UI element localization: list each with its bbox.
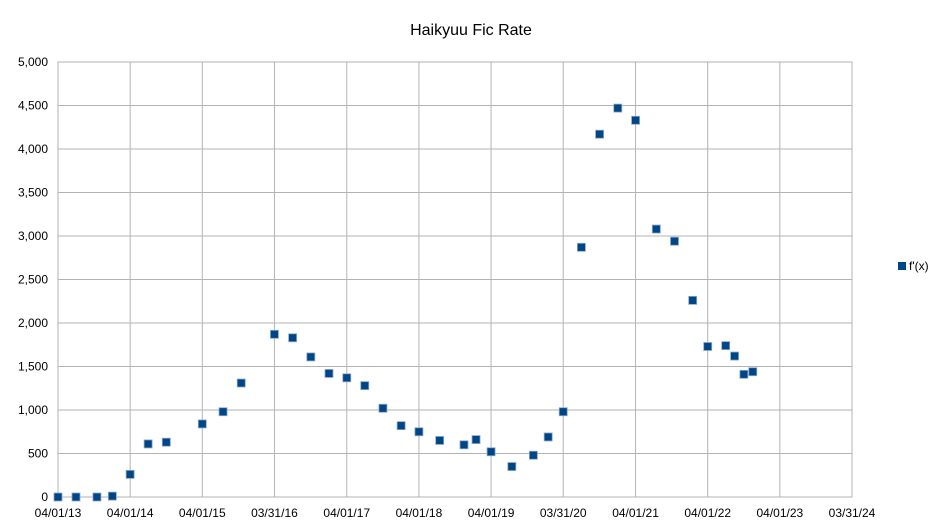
data-point bbox=[270, 329, 279, 339]
x-axis-tick-labels: 04/01/13 04/01/14 04/01/15 03/31/16 04/01/17… bbox=[35, 506, 876, 520]
legend-label: f'(x) bbox=[909, 259, 929, 273]
x-tick-label: 04/01/14 bbox=[107, 506, 154, 520]
chart-title: Haikyuu Fic Rate bbox=[410, 22, 532, 39]
y-tick-label: 1,500 bbox=[18, 360, 48, 374]
y-tick-label: 1,000 bbox=[18, 403, 48, 417]
data-point bbox=[670, 236, 679, 246]
y-axis-tick-labels: 0 500 1,000 1,500 2,000 2,500 3,000 3,500 4,000 4… bbox=[18, 55, 48, 504]
x-tick-label: 04/01/13 bbox=[35, 506, 82, 520]
data-point bbox=[595, 129, 604, 139]
x-tick-label: 04/01/19 bbox=[468, 506, 515, 520]
data-point bbox=[507, 462, 517, 471]
x-tick-label: 03/31/24 bbox=[829, 506, 876, 520]
data-point bbox=[236, 378, 246, 388]
data-point bbox=[71, 492, 81, 502]
data-point bbox=[161, 437, 171, 447]
x-tick-label: 04/01/22 bbox=[684, 506, 731, 520]
y-tick-label: 0 bbox=[41, 490, 48, 504]
x-tick-label: 03/31/20 bbox=[540, 506, 587, 520]
data-point bbox=[324, 369, 334, 378]
data-point bbox=[721, 341, 731, 351]
data-point bbox=[631, 115, 640, 125]
data-point bbox=[125, 469, 135, 479]
data-point bbox=[613, 103, 623, 113]
data-point bbox=[471, 435, 481, 444]
data-point bbox=[414, 427, 424, 437]
y-tick-label: 2,000 bbox=[18, 316, 48, 330]
y-tick-label: 3,500 bbox=[18, 186, 48, 200]
grid bbox=[57, 61, 853, 498]
data-point bbox=[218, 407, 228, 417]
data-point bbox=[143, 439, 153, 449]
y-tick-label: 5,000 bbox=[18, 55, 48, 69]
data-point bbox=[543, 432, 553, 442]
data-point bbox=[197, 419, 207, 429]
data-point bbox=[92, 492, 102, 502]
data-point bbox=[688, 295, 698, 305]
data-point bbox=[306, 352, 316, 362]
x-tick-label: 04/01/23 bbox=[756, 506, 803, 520]
data-points bbox=[53, 103, 758, 502]
data-point bbox=[528, 450, 538, 460]
x-tick-label: 04/01/15 bbox=[179, 506, 226, 520]
data-point bbox=[577, 242, 586, 252]
data-point bbox=[288, 333, 298, 343]
y-tick-label: 4,500 bbox=[18, 99, 48, 113]
legend: f'(x) bbox=[898, 259, 929, 273]
data-point bbox=[435, 436, 445, 445]
data-point bbox=[459, 440, 469, 450]
data-point bbox=[748, 367, 758, 377]
data-point bbox=[486, 447, 496, 457]
y-tick-label: 2,500 bbox=[18, 273, 48, 287]
data-point bbox=[651, 224, 661, 234]
x-tick-label: 04/01/21 bbox=[612, 506, 659, 520]
data-point bbox=[396, 421, 406, 431]
data-point bbox=[378, 403, 388, 413]
y-tick-label: 4,000 bbox=[18, 142, 48, 156]
data-point bbox=[342, 373, 352, 383]
data-point bbox=[107, 491, 117, 501]
data-point bbox=[360, 381, 370, 391]
legend-marker bbox=[898, 262, 906, 270]
x-tick-label: 03/31/16 bbox=[251, 506, 298, 520]
y-tick-label: 500 bbox=[28, 447, 48, 461]
y-tick-label: 3,000 bbox=[18, 229, 48, 243]
data-point bbox=[53, 492, 63, 502]
plot-area-border bbox=[57, 61, 853, 498]
data-point bbox=[730, 351, 739, 361]
data-point bbox=[558, 407, 568, 417]
data-point bbox=[703, 342, 713, 351]
data-point bbox=[739, 369, 749, 379]
x-tick-label: 04/01/17 bbox=[323, 506, 370, 520]
x-tick-label: 04/01/18 bbox=[396, 506, 443, 520]
